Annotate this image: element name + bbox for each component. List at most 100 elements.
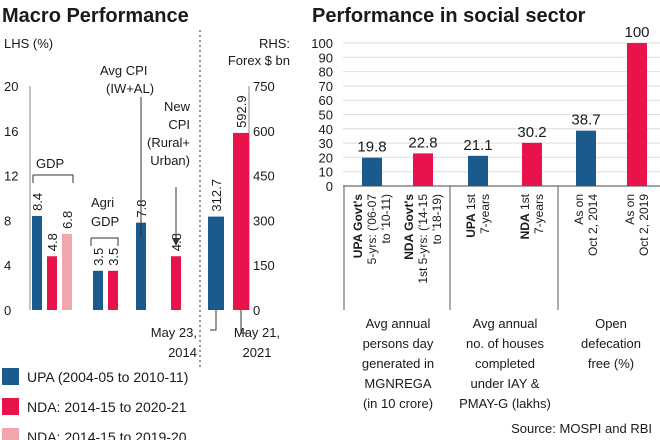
bar-value-label: 3.5: [91, 248, 106, 266]
category-rest: 1st: [464, 193, 478, 213]
y-tick-social: 10: [319, 165, 333, 180]
cpi-nda-label: (Rural+: [147, 135, 190, 150]
category-bold: NDA Govt's: [402, 194, 416, 260]
category-label: NDA 1st7-years: [518, 193, 546, 239]
cpi-nda-label: Urban): [150, 153, 190, 168]
category-bold: NDA: [518, 213, 532, 239]
bar-agri-upa: [93, 270, 103, 310]
bar-value-label: 312.7: [209, 179, 224, 212]
social-group-label: free (%): [588, 356, 634, 371]
bar-gdp-nda_light: [62, 233, 72, 310]
bar-social-nda: [522, 142, 542, 186]
gdp-bracket: [32, 174, 74, 183]
cpi-nda-arrowhead: [172, 238, 180, 246]
y-tick-left: 12: [4, 169, 18, 184]
bar-value-label: 3.5: [106, 248, 121, 266]
social-group-label: under IAY &: [471, 376, 540, 391]
bar-forex-upa: [208, 216, 224, 310]
rhs-axis-label: Forex $ bn: [228, 53, 290, 68]
legend-label: NDA: 2014-15 to 2019-20: [27, 429, 187, 440]
group-label-agri: GDP: [91, 214, 119, 229]
y-tick-social: 30: [319, 136, 333, 151]
social-group-label: PMAY-G (lakhs): [459, 396, 551, 411]
category-line: 7-years: [478, 194, 492, 234]
category-bold: UPA Govt's: [351, 194, 365, 259]
y-tick-social: 40: [319, 122, 333, 137]
category-line: 7-years: [532, 194, 546, 234]
legend-label: NDA: 2014-15 to 2020-21: [27, 399, 187, 415]
legend-swatch: [2, 398, 19, 415]
y-tick-right: 150: [253, 258, 275, 273]
bar-value-label: 6.8: [60, 211, 75, 229]
category-line: 1st 5-yrs: ('14-15: [416, 194, 430, 284]
social-group-label: MGNREGA: [364, 376, 432, 391]
forex-nda-date: May 21,: [234, 325, 280, 340]
social-group-label: no. of houses: [466, 336, 545, 351]
legend-swatch: [2, 368, 19, 385]
source-note: Source: MOSPI and RBI: [511, 421, 652, 436]
y-tick-left: 4: [4, 258, 11, 273]
social-group-label: Open: [595, 316, 627, 331]
agri-bracket: [90, 237, 119, 246]
y-tick-right: 0: [253, 303, 260, 318]
y-tick-right: 750: [253, 79, 275, 94]
forex-upa-date: 2014: [168, 345, 197, 360]
category-line: NDA 1st: [518, 193, 532, 239]
forex-upa-leader: [210, 310, 217, 331]
forex-upa-date: May 23,: [151, 325, 197, 340]
bar-cpi-upa: [136, 222, 146, 310]
bar-value-label: 19.8: [357, 139, 386, 156]
category-label: As onOct 2, 2014: [572, 194, 600, 256]
bar-value-label: 38.7: [571, 112, 600, 129]
cpi-nda-label: CPI: [168, 117, 190, 132]
social-group-label: Avg annual: [366, 316, 431, 331]
category-label: As onOct 2, 2019: [623, 194, 651, 256]
bar-value-label: 592.9: [234, 95, 249, 128]
social-title: Performance in social sector: [312, 5, 586, 27]
bar-agri-nda: [108, 270, 118, 310]
category-line: 5-yrs: ('06-07: [365, 194, 379, 265]
category-line: UPA Govt's: [351, 194, 365, 259]
cpi-nda-label: New: [164, 99, 191, 114]
social-group-label: Avg annual: [473, 316, 538, 331]
category-label: NDA Govt's1st 5-yrs: ('14-15to '18-19): [402, 194, 444, 284]
forex-nda-leader: [240, 310, 247, 334]
social-group-label: persons day: [363, 336, 434, 351]
social-group-label: defecation: [581, 336, 641, 351]
macro-title: Macro Performance: [2, 5, 189, 27]
y-tick-right: 600: [253, 124, 275, 139]
bar-value-label: 4.8: [45, 233, 60, 251]
rhs-axis-label: RHS:: [259, 36, 290, 51]
cpi-upa-label: (IW+AL): [106, 81, 154, 96]
bar-value-label: 8.4: [30, 193, 45, 211]
bar-social-upa: [362, 157, 382, 186]
y-tick-social: 60: [319, 93, 333, 108]
bar-social-upa: [576, 130, 596, 186]
y-tick-social: 100: [311, 36, 333, 51]
category-line: UPA 1st: [464, 193, 478, 237]
bar-forex-nda: [233, 132, 249, 310]
lhs-axis-label: LHS (%): [4, 36, 53, 51]
bar-social-nda: [413, 153, 433, 186]
y-tick-social: 0: [326, 179, 333, 194]
y-tick-right: 450: [253, 169, 275, 184]
bar-cpi-nda: [171, 256, 181, 310]
bar-value-label: 21.1: [463, 137, 492, 154]
bar-value-label: 22.8: [408, 134, 437, 151]
bar-social-nda: [627, 43, 647, 186]
category-bold: UPA: [464, 213, 478, 238]
y-tick-left: 20: [4, 79, 18, 94]
category-line: Oct 2, 2019: [637, 194, 651, 256]
y-tick-social: 80: [319, 65, 333, 80]
social-group-label: generated in: [362, 356, 434, 371]
y-tick-social: 20: [319, 150, 333, 165]
bar-value-label: 100: [624, 24, 649, 41]
y-tick-left: 8: [4, 213, 11, 228]
y-tick-left: 0: [4, 303, 11, 318]
y-tick-left: 16: [4, 124, 18, 139]
category-line: As on: [572, 194, 586, 225]
social-group-label: completed: [475, 356, 535, 371]
category-line: Oct 2, 2014: [586, 194, 600, 256]
group-label-agri: Agri: [91, 195, 114, 210]
social-group-label: (in 10 crore): [363, 396, 433, 411]
